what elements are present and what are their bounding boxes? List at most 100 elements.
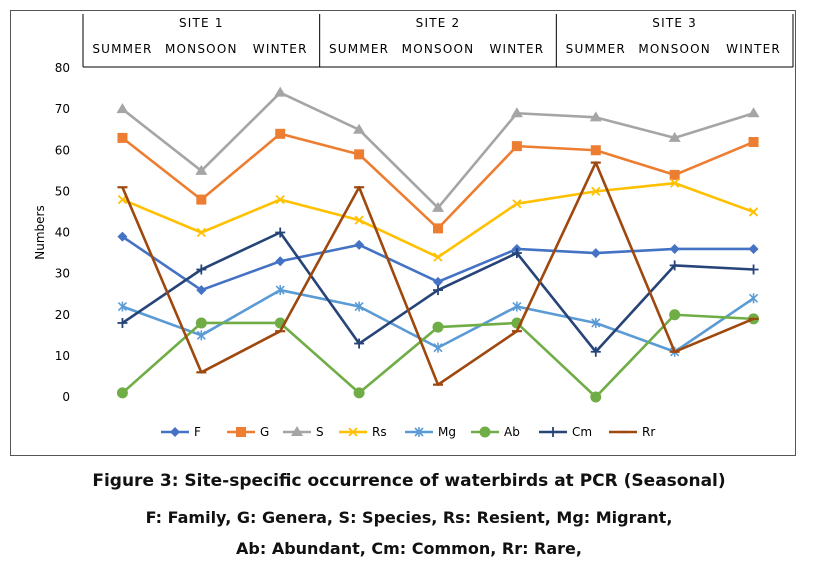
data-point-mg <box>591 317 601 328</box>
legend-label-rr: Rr <box>642 425 655 439</box>
data-point-mg <box>117 301 128 312</box>
legend-marker-g <box>236 427 246 437</box>
series-line-g <box>121 132 755 230</box>
season-header-label: MONSOON <box>402 42 475 56</box>
data-point-mg <box>433 342 443 353</box>
data-point-s <box>353 123 366 134</box>
figure-caption-legend-line-2: Ab: Abundant, Cm: Common, Rr: Rare, <box>236 539 582 558</box>
data-point-f <box>196 285 207 296</box>
data-point-f <box>669 243 680 254</box>
data-point-cm <box>117 317 128 328</box>
y-tick-label: 70 <box>55 102 70 116</box>
data-point-cm <box>275 227 286 238</box>
season-header-label: SUMMER <box>566 42 626 56</box>
data-point-g <box>669 169 680 180</box>
data-point-ab <box>353 387 365 399</box>
data-point-ab <box>669 309 681 321</box>
data-point-rs <box>275 194 285 205</box>
legend-marker-rs <box>348 427 358 437</box>
season-header-label: MONSOON <box>638 42 711 56</box>
data-point-s <box>432 201 444 212</box>
data-point-f <box>433 276 443 287</box>
season-header-label: SUMMER <box>329 42 389 56</box>
y-axis-title: Numbers <box>33 205 47 259</box>
data-point-cm <box>433 285 443 296</box>
data-point-mg <box>354 301 364 312</box>
data-point-cm <box>511 248 522 259</box>
data-point-g <box>196 194 207 205</box>
data-point-s <box>116 103 129 114</box>
data-point-cm <box>748 264 759 275</box>
y-tick-label: 10 <box>55 349 70 363</box>
site-header-label: SITE 1 <box>179 16 224 30</box>
season-header-label: WINTER <box>253 42 308 56</box>
season-header-label: WINTER <box>489 42 544 56</box>
series-line-s <box>121 91 754 210</box>
legend-label-f: F <box>194 425 201 439</box>
legend-marker-mg <box>414 427 424 437</box>
legend-label-mg: Mg <box>438 425 456 439</box>
y-tick-label: 30 <box>55 267 70 281</box>
y-tick-label: 50 <box>55 184 70 198</box>
legend-marker-f <box>170 427 180 437</box>
data-point-g <box>275 128 286 139</box>
data-point-g <box>117 132 128 143</box>
data-point-s <box>195 164 208 175</box>
chart-frame <box>10 10 796 456</box>
data-point-cm <box>669 260 680 271</box>
data-point-s <box>510 107 523 118</box>
data-point-g <box>511 141 522 152</box>
data-point-mg <box>275 285 285 296</box>
data-point-rs <box>670 178 680 188</box>
site-header-label: SITE 3 <box>652 16 697 30</box>
site-header-label: SITE 2 <box>416 16 461 30</box>
data-point-f <box>748 243 759 254</box>
data-point-rs <box>512 199 522 209</box>
data-point-s <box>668 131 681 142</box>
data-point-mg <box>512 301 522 312</box>
data-point-rs <box>117 194 128 205</box>
y-tick-label: 60 <box>55 143 70 157</box>
figure-caption-title: Figure 3: Site-specific occurrence of wa… <box>92 471 726 491</box>
data-point-g <box>433 223 443 234</box>
y-tick-label: 40 <box>55 226 70 240</box>
legend-label-s: S <box>316 425 324 439</box>
y-tick-label: 20 <box>55 308 70 322</box>
data-point-s <box>747 107 760 118</box>
legend-marker-cm <box>548 427 558 437</box>
data-point-rs <box>196 227 206 238</box>
data-point-rs <box>748 207 759 217</box>
data-point-s <box>589 111 602 122</box>
data-point-f <box>590 248 601 259</box>
legend-marker-s <box>291 426 303 436</box>
data-point-rs <box>433 252 443 262</box>
data-point-cm <box>196 264 207 275</box>
data-point-g <box>590 145 601 156</box>
data-point-ab <box>195 317 207 329</box>
data-point-g <box>748 137 759 148</box>
season-header-label: SUMMER <box>92 42 152 56</box>
data-point-mg <box>748 293 759 304</box>
data-point-f <box>354 239 365 250</box>
data-point-mg <box>196 330 206 341</box>
legend-label-rs: Rs <box>372 425 387 439</box>
data-point-rs <box>591 186 601 197</box>
legend-marker-ab <box>479 426 491 438</box>
series-line-rs <box>121 181 755 259</box>
figure-caption-legend-line-1: F: Family, G: Genera, S: Species, Rs: Re… <box>145 508 673 527</box>
season-header-label: WINTER <box>726 42 781 56</box>
data-point-cm <box>590 346 601 357</box>
series-line-mg <box>121 288 755 354</box>
data-point-f <box>117 231 128 242</box>
y-tick-label: 0 <box>62 390 70 404</box>
data-point-ab <box>432 321 444 333</box>
data-point-rs <box>354 215 364 225</box>
legend-label-ab: Ab <box>504 425 520 439</box>
data-point-cm <box>354 338 365 349</box>
data-point-f <box>275 256 286 267</box>
data-point-s <box>274 86 287 97</box>
legend-label-cm: Cm <box>572 425 592 439</box>
line-chart: SITE 1 SITE 2 SITE 3 SUMMER MONSOON WINTER SUM… <box>33 14 794 439</box>
y-tick-label: 80 <box>55 61 70 75</box>
data-point-ab <box>590 391 602 403</box>
